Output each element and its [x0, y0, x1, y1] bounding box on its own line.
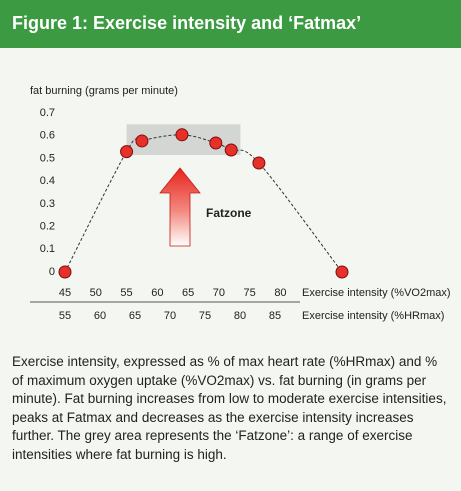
x-tick-label: 65 — [182, 287, 194, 299]
data-point — [175, 128, 189, 142]
x-tick-label: 70 — [213, 287, 225, 299]
x-tick-label: 45 — [59, 287, 71, 299]
x2-tick-label: 75 — [199, 310, 211, 322]
x2-tick-label: 70 — [164, 310, 176, 322]
y-axis-label: fat burning (grams per minute) — [30, 85, 178, 97]
data-point — [120, 145, 134, 159]
annotation: Fatzone — [206, 206, 252, 220]
fit-curve — [64, 134, 343, 273]
data-point — [135, 134, 149, 148]
y-tick-label: 0.2 — [40, 220, 55, 232]
data-point — [335, 265, 349, 279]
x2-tick-label: 85 — [269, 310, 281, 322]
x-axis-label: Exercise intensity (%VO2max) — [302, 287, 451, 299]
data-point — [58, 265, 72, 279]
y-tick-label: 0.1 — [40, 243, 55, 255]
x2-tick-label: 60 — [94, 310, 106, 322]
x-tick-label: 55 — [120, 287, 132, 299]
y-tick-label: 0.5 — [40, 152, 55, 164]
x2-tick-label: 55 — [59, 310, 71, 322]
y-tick-label: 0.6 — [40, 130, 55, 142]
y-tick-label: 0.4 — [40, 175, 55, 187]
x-tick-label: 75 — [244, 287, 256, 299]
data-point — [252, 156, 266, 170]
caption: Exercise intensity, expressed as % of ma… — [12, 354, 447, 462]
figure-title: Figure 1: Exercise intensity and ‘Fatmax… — [12, 13, 362, 33]
x-tick-label: 60 — [151, 287, 163, 299]
x2-tick-label: 65 — [129, 310, 141, 322]
data-point — [224, 143, 238, 157]
x2-axis-label: Exercise intensity (%HRmax) — [302, 310, 444, 322]
y-tick-label: 0.7 — [40, 107, 55, 119]
x-tick-label: 50 — [90, 287, 102, 299]
y-tick-label: 0.3 — [40, 198, 55, 210]
header-bar: Figure 1: Exercise intensity and ‘Fatmax… — [0, 0, 461, 48]
data-point — [209, 136, 223, 150]
chart: fat burning (grams per minute) Exercise … — [30, 85, 451, 322]
x-tick-label: 80 — [274, 287, 286, 299]
y-tick-label: 0 — [49, 266, 55, 278]
arrow — [159, 167, 201, 247]
x2-tick-label: 80 — [234, 310, 246, 322]
